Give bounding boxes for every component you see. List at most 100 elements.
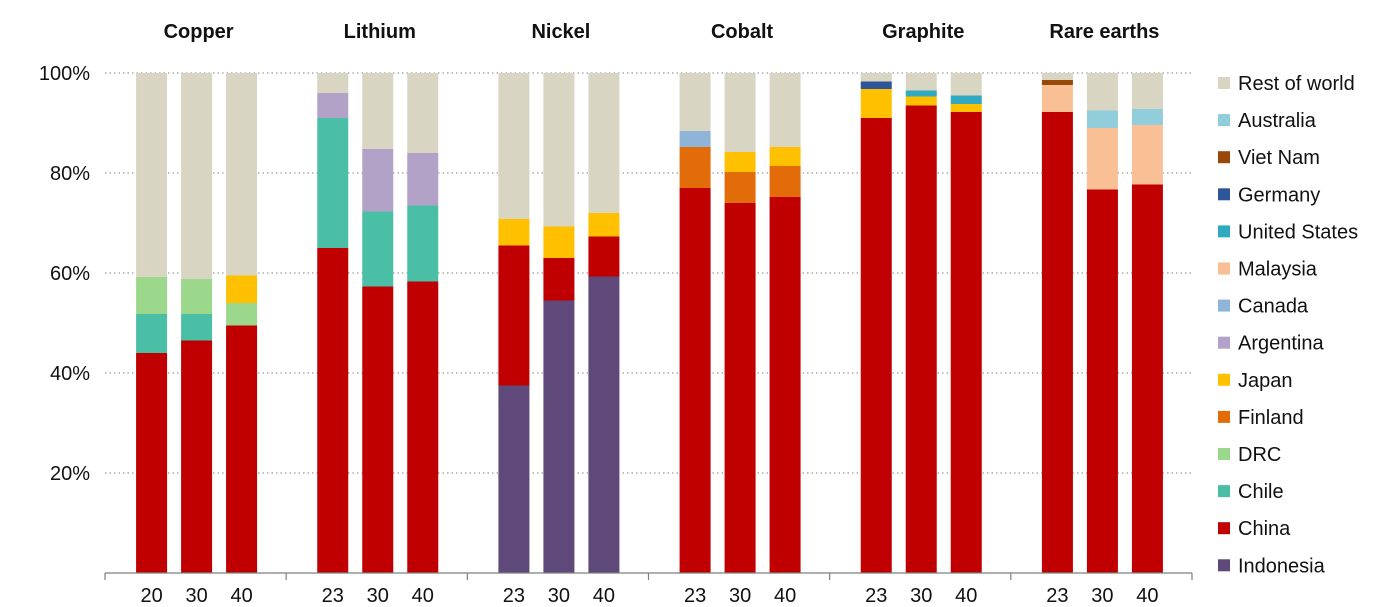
bar-segment (543, 226, 575, 258)
bar-segment (226, 275, 258, 303)
legend-swatch (1218, 448, 1230, 460)
bar-segment (769, 197, 801, 573)
bar-segment (317, 118, 349, 248)
legend-swatch (1218, 225, 1230, 238)
bar-segment (317, 73, 349, 93)
bar-segment (905, 73, 937, 91)
bar-segment (724, 203, 756, 573)
bar-segment (860, 73, 892, 82)
legend-label: Germany (1238, 184, 1320, 206)
legend-label: United States (1238, 221, 1358, 243)
bar-segment (769, 147, 801, 166)
x-tick-label: 23 (1046, 585, 1068, 607)
legend-swatch (1218, 410, 1230, 423)
x-tick-label: 23 (322, 585, 344, 607)
bar-segment (1041, 73, 1073, 80)
bar-segment (498, 385, 530, 573)
legend-swatch (1218, 559, 1230, 572)
x-tick-label: 30 (548, 585, 570, 607)
group-title: Cobalt (711, 21, 774, 43)
legend-label: China (1238, 518, 1291, 540)
x-tick-label: 23 (684, 585, 706, 607)
bar-segment (860, 89, 892, 118)
legend-label: Australia (1238, 110, 1317, 132)
bar-segment (543, 300, 575, 573)
bar-segment (136, 73, 168, 277)
legend-label: Canada (1238, 296, 1309, 318)
bar-segment (679, 147, 711, 188)
x-tick-label: 30 (729, 585, 751, 607)
x-tick-label: 40 (412, 585, 434, 607)
group-title: Graphite (882, 21, 964, 43)
bar-segment (181, 279, 213, 314)
x-tick-label: 40 (593, 585, 615, 607)
bar-segment (317, 93, 349, 118)
legend-label: Malaysia (1238, 259, 1318, 281)
gridlines (105, 72, 1192, 474)
bar-segment (950, 104, 982, 112)
bar-segment (1086, 110, 1118, 128)
bar-segment (724, 73, 756, 152)
bar-segment (860, 81, 892, 89)
legend-label: DRC (1238, 444, 1281, 466)
legend-label: Finland (1238, 407, 1304, 429)
y-axis-ticks: 100% 80% 60% 40% 20% (39, 63, 90, 485)
legend-label: Argentina (1238, 333, 1324, 355)
group-title: Lithium (344, 21, 416, 43)
x-axis: 20 30 40 23 30 40 23 30 40 23 30 40 23 30 40 23 30 40 (104, 572, 1193, 607)
y-tick-label: 40% (50, 363, 90, 385)
bar-segment (136, 277, 168, 314)
bar-segment (407, 281, 439, 573)
bar-segment (588, 276, 620, 573)
bar-segment (317, 248, 349, 573)
bar-segment (905, 105, 937, 573)
bar-segment (679, 131, 711, 147)
bar-segment (679, 188, 711, 573)
bar-segment (724, 172, 756, 203)
legend-swatch (1218, 262, 1230, 275)
x-tick-label: 30 (1091, 585, 1113, 607)
legend-swatch (1218, 485, 1230, 498)
bar-segment (950, 95, 982, 104)
bar-segment (1086, 73, 1118, 111)
bar-segment (1131, 184, 1163, 573)
x-tick-label: 30 (910, 585, 932, 607)
bar-segment (226, 325, 258, 573)
bar-segment (950, 73, 982, 96)
legend-swatch (1218, 299, 1230, 312)
bars (136, 73, 1163, 573)
bar-segment (1131, 125, 1163, 185)
bar-segment (498, 245, 530, 386)
bar-segment (1086, 189, 1118, 573)
bar-segment (543, 258, 575, 301)
bar-segment (724, 152, 756, 172)
x-tick-label: 40 (774, 585, 796, 607)
bar-segment (1041, 80, 1073, 85)
x-tick-label: 40 (230, 585, 252, 607)
bar-segment (498, 219, 530, 246)
y-tick-label: 80% (50, 163, 90, 185)
x-tick-label: 23 (503, 585, 525, 607)
bar-segment (181, 340, 213, 573)
y-tick-label: 20% (50, 463, 90, 485)
bar-segment (769, 73, 801, 147)
bar-segment (362, 211, 394, 287)
bar-segment (1041, 112, 1073, 573)
bar-segment (1086, 128, 1118, 190)
bar-segment (543, 73, 575, 227)
x-tick-label: 20 (140, 585, 162, 607)
legend-label: Rest of world (1238, 73, 1355, 95)
y-tick-label: 100% (39, 63, 90, 85)
legend-label: Japan (1238, 370, 1293, 392)
bar-segment (226, 73, 258, 276)
legend-label: Indonesia (1238, 555, 1326, 577)
legend-label: Viet Nam (1238, 147, 1320, 169)
group-titles: Copper Lithium Nickel Cobalt Graphite Rare ea… (164, 21, 1160, 43)
legend-swatch (1218, 114, 1230, 127)
x-tick-label: 30 (185, 585, 207, 607)
bar-segment (950, 112, 982, 573)
bar-segment (905, 90, 937, 97)
legend-swatch (1218, 373, 1230, 386)
bar-segment (362, 149, 394, 212)
